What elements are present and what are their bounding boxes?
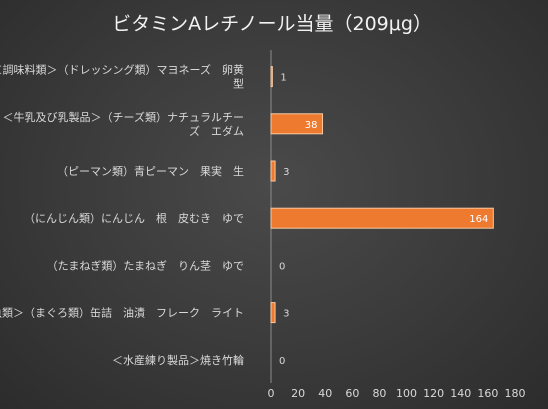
category-label: ＜水産練り製品＞焼き竹輪 bbox=[112, 353, 244, 367]
data-label: 0 bbox=[279, 356, 285, 367]
bar bbox=[270, 302, 276, 324]
data-label: 38 bbox=[305, 120, 318, 131]
category-label: ＜調味料類＞（ドレッシング類）マヨネーズ 卵黄 bbox=[0, 63, 244, 77]
bar bbox=[270, 160, 276, 182]
category-label: （たまねぎ類）たまねぎ りん茎 ゆで bbox=[47, 258, 244, 272]
x-tick-label: 100 bbox=[396, 387, 417, 400]
x-tick-label: 80 bbox=[372, 387, 386, 400]
x-tick-label: 140 bbox=[450, 387, 471, 400]
data-label: 3 bbox=[283, 167, 289, 178]
data-label: 3 bbox=[283, 309, 289, 320]
category-label: ＜牛乳及び乳製品＞（チーズ類）ナチュラルチー bbox=[3, 110, 244, 124]
data-label: 164 bbox=[469, 214, 488, 225]
bar bbox=[270, 207, 494, 229]
x-tick-label: 40 bbox=[318, 387, 332, 400]
bar bbox=[270, 113, 324, 135]
bar bbox=[270, 66, 273, 88]
plot-area: 0 20 40 60 80 100 120 140 160 180＜調味料類＞（ドレッシング類）マ… bbox=[0, 50, 526, 400]
category-label: （ピーマン類）青ピーマン 果実 生 bbox=[57, 164, 244, 178]
x-tick-label: 60 bbox=[345, 387, 359, 400]
category-label: 型 bbox=[233, 77, 244, 91]
x-tick-label: 20 bbox=[291, 387, 305, 400]
category-label: （にんじん類）にんじん 根 皮むき ゆで bbox=[24, 211, 244, 225]
data-label: 1 bbox=[280, 73, 286, 84]
x-tick-label: 160 bbox=[477, 387, 498, 400]
x-tick-label: 0 bbox=[268, 387, 275, 400]
chart-title: ビタミンAレチノール当量（209μg） bbox=[112, 13, 432, 35]
category-label: ズ エダム bbox=[189, 124, 244, 138]
x-tick-label: 120 bbox=[423, 387, 444, 400]
x-tick-label: 180 bbox=[505, 387, 526, 400]
data-label: 0 bbox=[279, 261, 285, 272]
category-label: ＜魚類＞（まぐろ類）缶詰 油漬 フレーク ライト bbox=[0, 306, 244, 320]
